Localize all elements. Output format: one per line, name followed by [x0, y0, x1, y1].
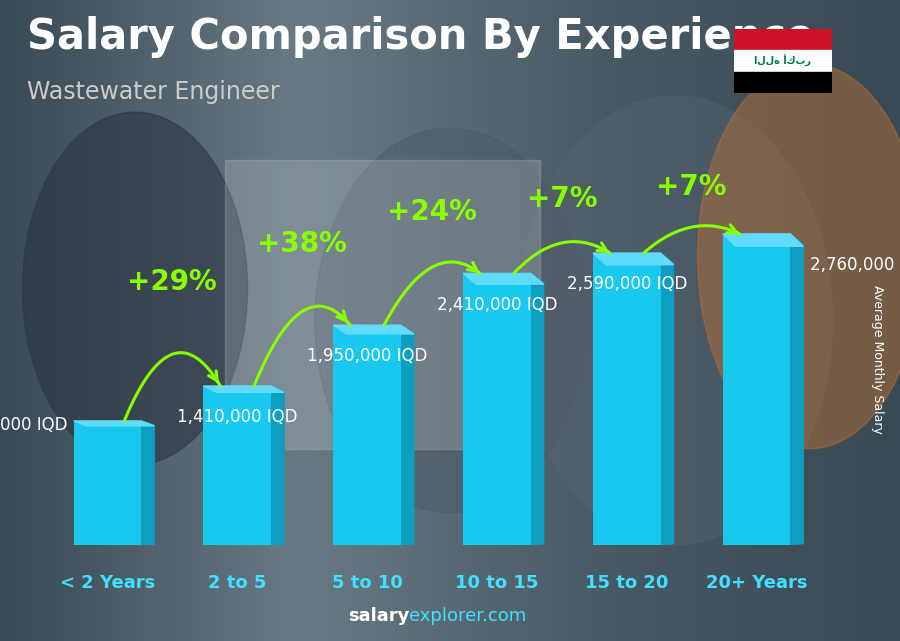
Text: +29%: +29% — [128, 268, 217, 296]
Text: 1,410,000 IQD: 1,410,000 IQD — [177, 408, 298, 426]
FancyBboxPatch shape — [464, 273, 531, 545]
FancyBboxPatch shape — [203, 386, 271, 545]
Text: +24%: +24% — [387, 198, 477, 226]
Polygon shape — [74, 421, 154, 426]
Text: salary: salary — [348, 607, 410, 625]
Ellipse shape — [22, 112, 248, 465]
Text: 1,100,000 IQD: 1,100,000 IQD — [0, 417, 68, 435]
Text: < 2 Years: < 2 Years — [59, 574, 155, 592]
Bar — [225, 160, 540, 449]
Text: 10 to 15: 10 to 15 — [455, 574, 538, 592]
Polygon shape — [203, 386, 284, 392]
Polygon shape — [593, 253, 673, 265]
Text: الله أكبر: الله أكبر — [754, 55, 812, 67]
Text: +7%: +7% — [526, 185, 597, 213]
Polygon shape — [141, 421, 154, 545]
Polygon shape — [333, 325, 414, 334]
FancyBboxPatch shape — [593, 253, 661, 545]
Text: +7%: +7% — [656, 174, 727, 201]
Bar — [734, 50, 833, 72]
Text: 5 to 10: 5 to 10 — [331, 574, 402, 592]
FancyBboxPatch shape — [723, 234, 790, 545]
Polygon shape — [723, 234, 804, 246]
Text: 1,950,000 IQD: 1,950,000 IQD — [307, 347, 428, 365]
Text: Average Monthly Salary: Average Monthly Salary — [871, 285, 884, 433]
Text: 2 to 5: 2 to 5 — [208, 574, 266, 592]
Text: 2,590,000 IQD: 2,590,000 IQD — [567, 276, 687, 294]
FancyBboxPatch shape — [333, 325, 400, 545]
Polygon shape — [464, 273, 544, 284]
Polygon shape — [271, 386, 284, 545]
Ellipse shape — [518, 96, 832, 545]
Bar — [734, 72, 833, 93]
Polygon shape — [661, 253, 673, 545]
Text: 2,410,000 IQD: 2,410,000 IQD — [436, 296, 557, 313]
Ellipse shape — [315, 128, 585, 513]
Text: 15 to 20: 15 to 20 — [585, 574, 669, 592]
Text: 2,760,000 IQD: 2,760,000 IQD — [810, 256, 900, 274]
Text: 20+ Years: 20+ Years — [706, 574, 807, 592]
Polygon shape — [790, 234, 804, 545]
Text: explorer.com: explorer.com — [410, 607, 526, 625]
Text: Wastewater Engineer: Wastewater Engineer — [27, 80, 280, 104]
Polygon shape — [400, 325, 414, 545]
Ellipse shape — [698, 64, 900, 449]
Text: Salary Comparison By Experience: Salary Comparison By Experience — [27, 16, 814, 58]
Bar — [734, 29, 833, 50]
Text: +38%: +38% — [257, 230, 347, 258]
Polygon shape — [531, 273, 544, 545]
FancyBboxPatch shape — [74, 421, 141, 545]
